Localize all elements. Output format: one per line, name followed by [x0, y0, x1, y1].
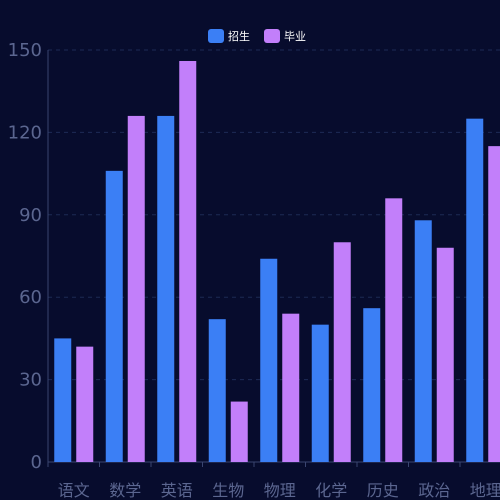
bar-毕业-化学[interactable] [333, 242, 351, 462]
bar-毕业-生物[interactable] [230, 401, 248, 462]
x-tick-label: 语文 [58, 481, 90, 500]
bar-毕业-历史[interactable] [385, 198, 403, 462]
legend-swatch [208, 29, 224, 43]
y-tick-label: 90 [19, 205, 42, 226]
x-tick-label: 物理 [264, 481, 296, 500]
bar-毕业-物理[interactable] [282, 313, 300, 462]
bar-招生-化学[interactable] [311, 324, 329, 462]
bar-招生-政治[interactable] [414, 220, 432, 462]
x-tick-label: 生物 [212, 481, 244, 500]
bar-毕业-地理[interactable] [488, 146, 500, 462]
x-tick-label: 地理 [470, 481, 500, 500]
x-tick-label: 化学 [315, 481, 347, 500]
bar-招生-数学[interactable] [105, 170, 123, 462]
bar-招生-物理[interactable] [260, 258, 278, 462]
y-tick-label: 30 [19, 370, 42, 391]
bar-招生-英语[interactable] [157, 115, 175, 463]
bar-招生-历史[interactable] [363, 308, 381, 462]
legend-item-毕业[interactable]: 毕业 [264, 29, 306, 43]
bar-毕业-语文[interactable] [76, 346, 94, 462]
legend-label: 毕业 [284, 30, 306, 43]
y-tick-label: 120 [8, 122, 42, 143]
legend[interactable]: 招生 毕业 [208, 29, 306, 43]
y-tick-label: 60 [19, 287, 42, 308]
bar-毕业-数学[interactable] [127, 115, 145, 463]
x-tick-label: 英语 [161, 481, 193, 500]
legend-swatch [264, 29, 280, 43]
y-tick-label: 150 [8, 40, 42, 61]
bar-招生-生物[interactable] [208, 319, 226, 462]
y-tick-label: 0 [31, 452, 42, 473]
x-tick-label: 历史 [367, 481, 399, 500]
bar-招生-地理[interactable] [466, 118, 484, 463]
legend-label: 招生 [228, 29, 250, 43]
axes: 0 30 60 90 120 150 语文 数学 英语 生物 物理 化学 历史 政治 地理 [8, 40, 500, 500]
legend-item-招生[interactable]: 招生 [208, 29, 250, 43]
bar-招生-语文[interactable] [54, 338, 72, 462]
x-tick-label: 数学 [109, 481, 141, 500]
bar-毕业-政治[interactable] [436, 247, 454, 462]
bar-毕业-英语[interactable] [179, 60, 197, 463]
bars [54, 60, 500, 463]
x-tick-label: 政治 [418, 481, 450, 500]
